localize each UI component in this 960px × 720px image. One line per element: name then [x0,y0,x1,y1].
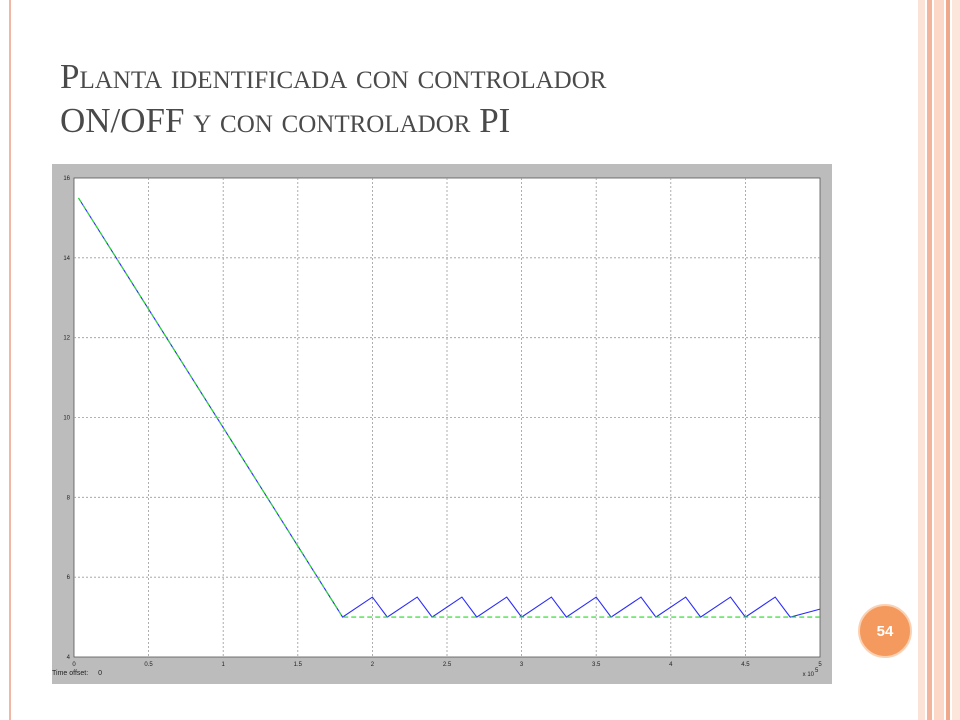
x-tick-label: 5 [818,662,822,668]
page-number: 54 [876,622,894,640]
scope-window: 0 0.5 1 1.5 2 2.5 3 3.5 4 4.5 5 4 6 8 10 12 14 16 x 10 5 [52,164,832,684]
x-exponent-label: x 10 [803,672,815,678]
x-tick-label: 3 [520,662,524,668]
y-tick-label: 12 [63,336,70,342]
slide-title: Planta identificada con controlador ON/O… [60,57,607,140]
time-offset-label: Time offset: [52,670,89,677]
y-tick-label: 16 [63,176,70,182]
x-tick-label: 2 [371,662,375,668]
y-tick-label: 10 [63,416,70,422]
x-tick-label: 3.5 [592,662,601,668]
x-exponent-power: 5 [815,668,819,674]
page-number-badge: 54 [858,604,912,658]
scope-chart: 0 0.5 1 1.5 2 2.5 3 3.5 4 4.5 5 4 6 8 10 12 14 16 x 105 [63,176,822,678]
y-tick-label: 6 [67,575,71,581]
y-tick-label: 8 [67,495,71,501]
x-tick-label: 1 [222,662,226,668]
y-tick-label: 14 [63,256,70,262]
right-decorative-stripes [918,0,960,720]
x-tick-label: 4 [669,662,673,668]
x-tick-label: 1.5 [294,662,303,668]
y-tick-label: 4 [67,655,71,661]
time-offset-value: 0 [98,670,103,677]
x-tick-label: 0.5 [144,662,153,668]
time-offset-readout: Time offset: 0 [52,670,110,684]
series-onoff-line [78,197,821,618]
left-border-line [9,0,11,720]
x-tick-label: 2.5 [443,662,452,668]
x-tick-label: 0 [72,662,76,668]
x-tick-label: 4.5 [741,662,750,668]
